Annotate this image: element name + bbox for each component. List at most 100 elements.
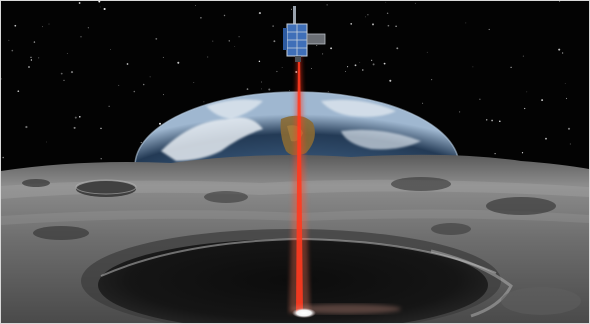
beam-spot: [291, 304, 401, 318]
star: [565, 97, 568, 100]
star: [140, 141, 142, 144]
star: [359, 62, 361, 63]
star: [261, 81, 262, 83]
star: [372, 63, 375, 66]
star: [522, 55, 524, 57]
star: [258, 60, 261, 63]
star: [290, 8, 293, 10]
star: [66, 53, 68, 54]
star: [223, 14, 226, 17]
laser-beam: [289, 49, 310, 313]
star: [30, 59, 33, 61]
star: [499, 120, 501, 122]
star: [386, 12, 389, 14]
star: [70, 71, 74, 74]
star: [159, 122, 161, 125]
star: [1, 78, 2, 80]
star: [268, 88, 271, 91]
star: [276, 70, 278, 73]
star: [545, 137, 547, 140]
star: [472, 66, 474, 68]
star: [395, 25, 397, 28]
star: [14, 24, 17, 27]
star: [524, 107, 526, 110]
star: [367, 14, 369, 16]
star: [347, 66, 349, 68]
star: [118, 84, 120, 86]
star: [103, 7, 106, 11]
star: [431, 79, 433, 81]
star: [281, 66, 283, 68]
star: [63, 79, 65, 82]
star: [273, 40, 276, 43]
star: [459, 111, 461, 113]
star: [207, 56, 209, 58]
star: [87, 27, 89, 29]
star: [311, 68, 312, 69]
star: [364, 16, 366, 18]
star: [510, 66, 512, 68]
star: [541, 99, 544, 102]
star: [212, 40, 214, 42]
star: [422, 102, 424, 104]
star: [79, 116, 81, 118]
star: [142, 83, 145, 86]
star: [258, 12, 261, 15]
star: [387, 24, 390, 27]
cubesat: [283, 6, 326, 62]
star: [491, 119, 493, 122]
star: [485, 119, 488, 121]
star: [17, 90, 20, 93]
star: [479, 98, 481, 101]
star: [203, 101, 205, 103]
star: [200, 16, 202, 19]
star: [149, 76, 151, 78]
star: [354, 64, 357, 67]
star: [177, 61, 180, 64]
star: [46, 141, 47, 143]
star: [60, 72, 63, 75]
star: [73, 126, 76, 129]
star: [162, 56, 164, 58]
star: [371, 59, 373, 61]
star: [383, 62, 386, 65]
star: [246, 88, 249, 90]
star: [8, 39, 10, 41]
star: [195, 5, 196, 6]
star: [98, 1, 101, 3]
star: [345, 71, 346, 72]
star: [569, 143, 571, 145]
star: [48, 23, 50, 25]
star: [100, 158, 102, 160]
star: [30, 56, 32, 58]
star: [155, 38, 158, 40]
star: [74, 116, 77, 119]
star: [316, 45, 318, 47]
star: [564, 82, 566, 84]
star: [108, 105, 110, 107]
star: [42, 26, 43, 28]
star: [326, 4, 328, 6]
star: [558, 48, 561, 51]
star: [78, 2, 81, 4]
star: [521, 152, 524, 154]
star: [272, 25, 274, 27]
star: [371, 23, 375, 26]
star: [193, 82, 195, 84]
star: [33, 41, 36, 43]
star: [2, 156, 4, 159]
star: [414, 2, 416, 4]
star: [80, 36, 82, 38]
star: [559, 1, 561, 2]
star: [110, 49, 111, 50]
star: [350, 23, 353, 25]
star: [163, 94, 164, 96]
star: [11, 49, 14, 52]
star: [362, 69, 364, 71]
star: [289, 90, 290, 92]
star: [99, 6, 101, 8]
star: [38, 57, 40, 59]
star: [494, 152, 496, 155]
